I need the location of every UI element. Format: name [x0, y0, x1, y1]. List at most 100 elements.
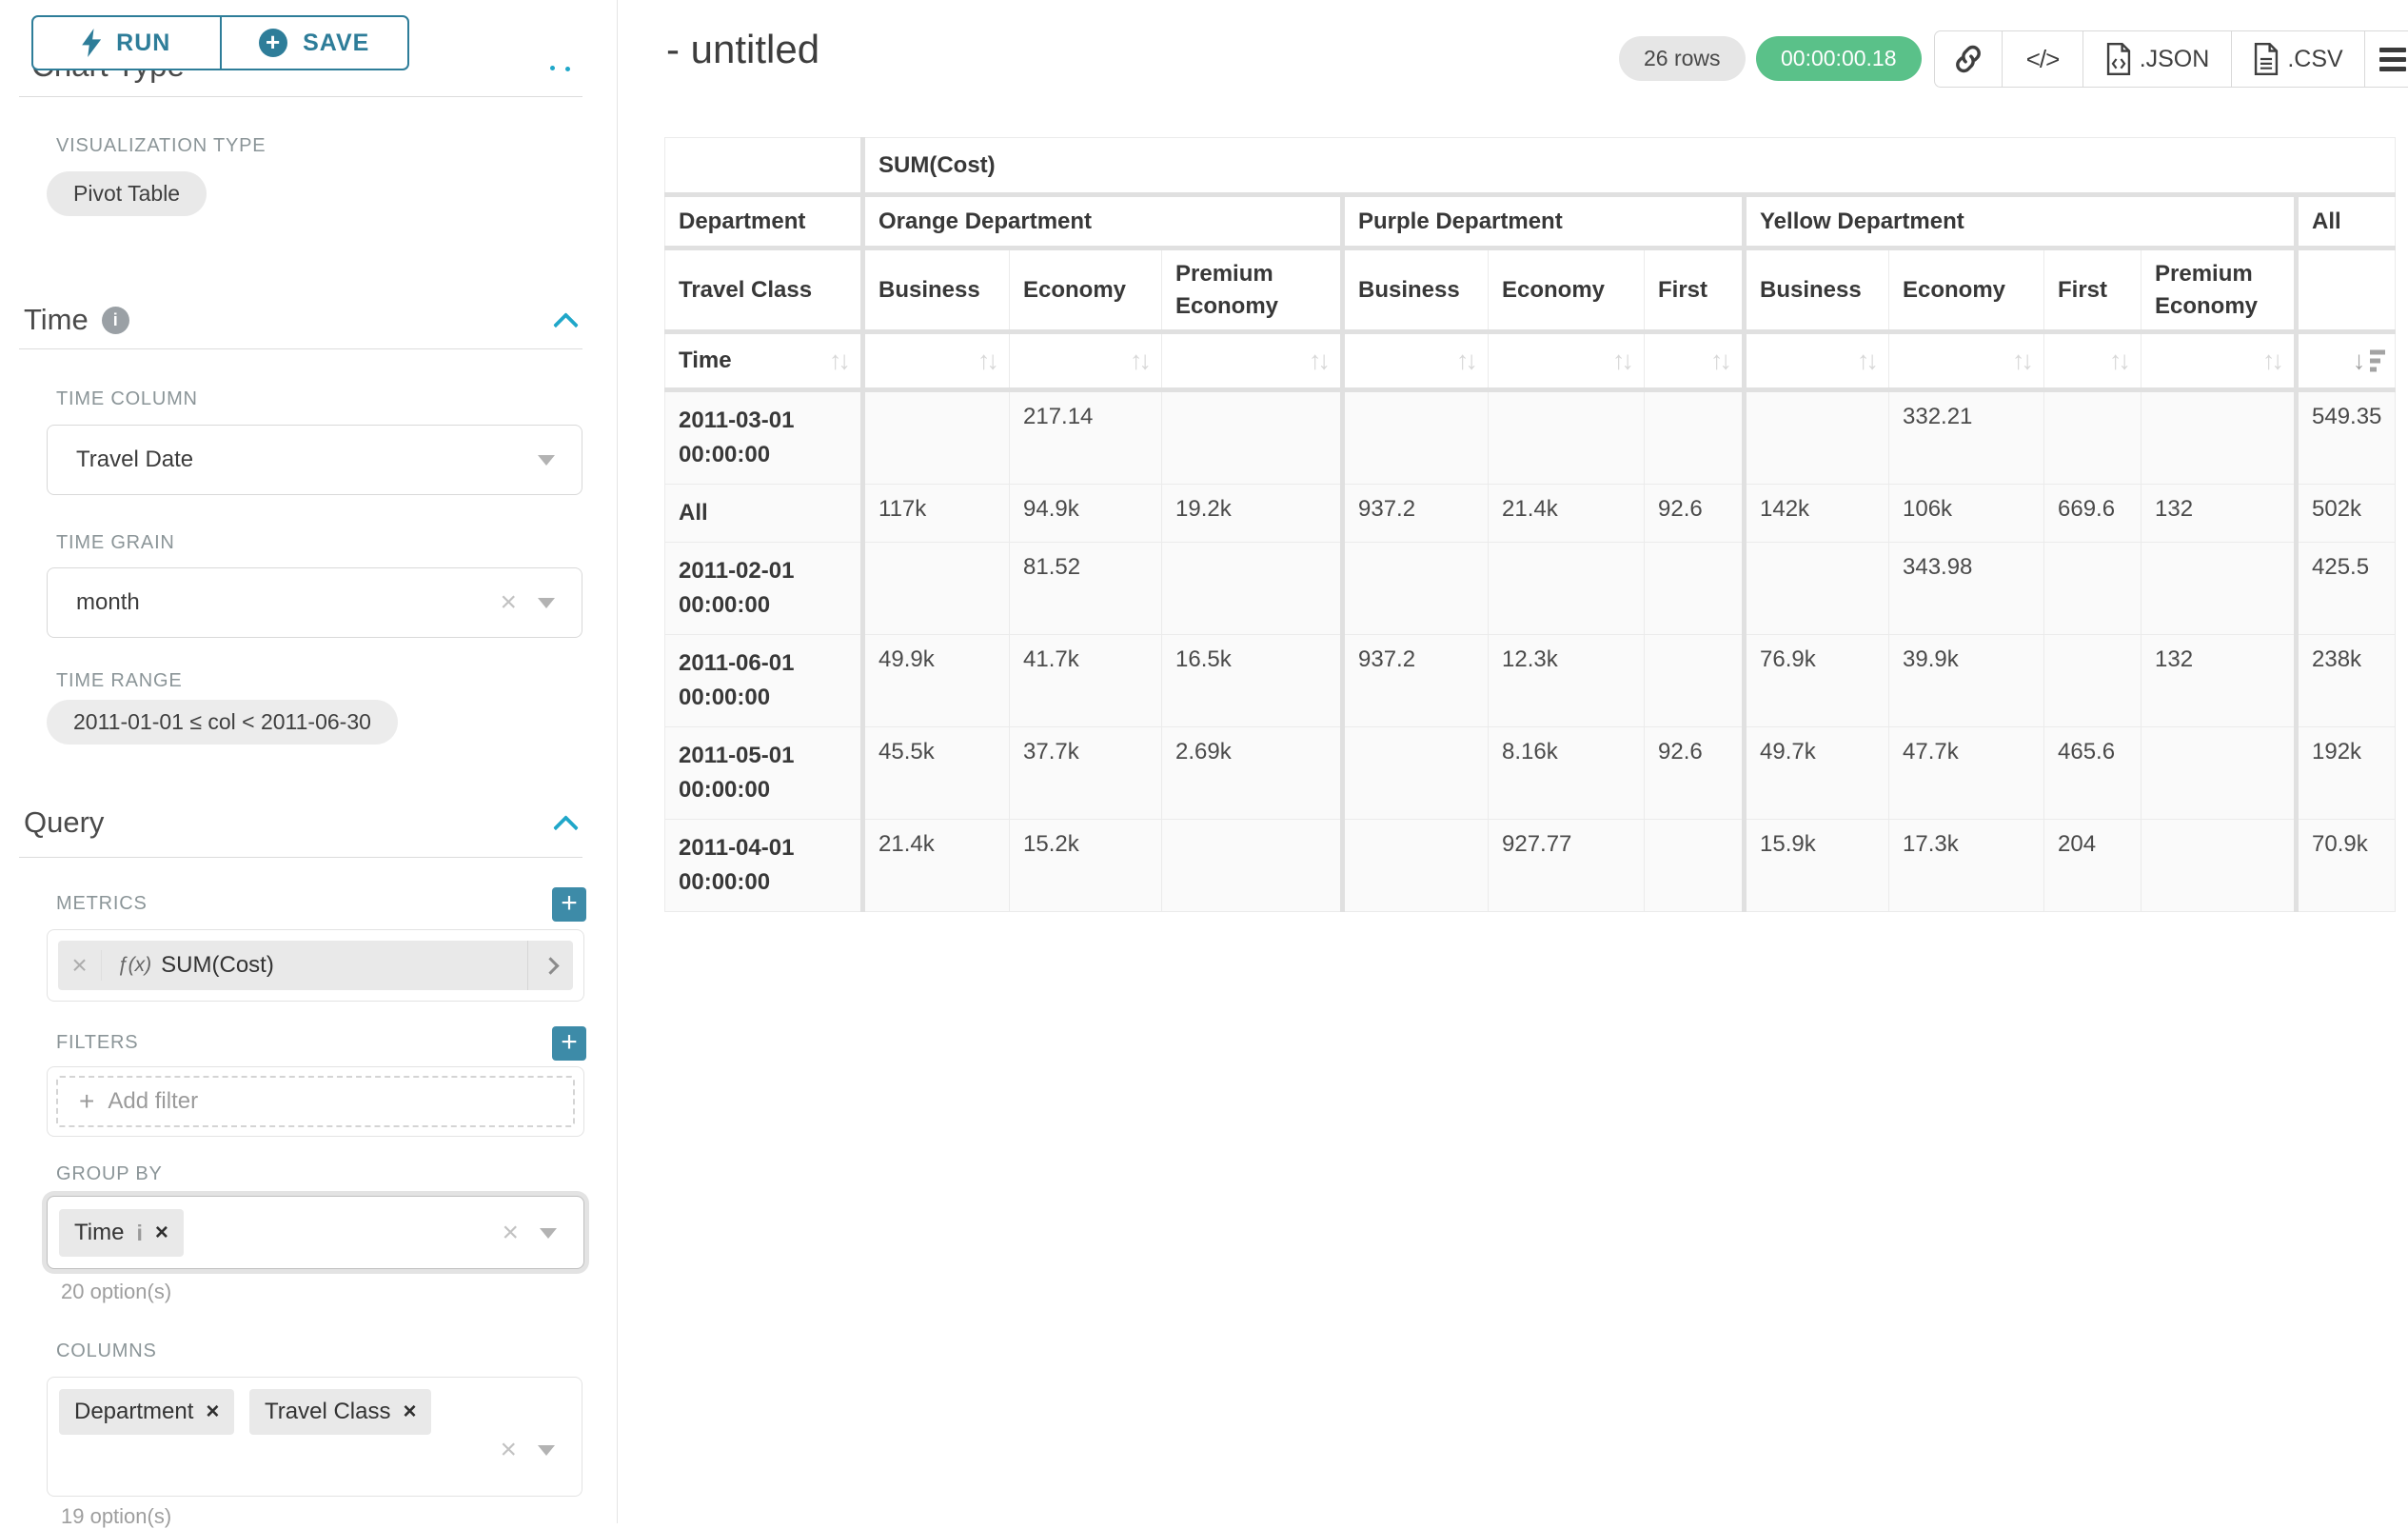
pivot-value-cell: 92.6	[1644, 726, 1745, 820]
metric-name: SUM(Cost)	[161, 952, 274, 978]
sort-icon[interactable]: ↑ ↓	[2109, 346, 2131, 375]
pivot-value-cell	[1340, 819, 1489, 912]
add-filter-button[interactable]: Add filter	[56, 1076, 575, 1127]
group-by-tag[interactable]: Time	[59, 1209, 184, 1257]
visualization-type-label: VISUALIZATION TYPE	[56, 135, 266, 156]
chevron-up-icon[interactable]	[553, 312, 579, 338]
pivot-value-cell: 937.2	[1340, 484, 1489, 543]
function-icon: ƒ(x)	[117, 954, 152, 976]
pivot-value-cell: 117k	[860, 484, 1010, 543]
pivot-value-cell: 217.14	[1009, 389, 1162, 485]
chevron-down-icon[interactable]	[538, 1445, 555, 1456]
group-by-select[interactable]: Time	[47, 1196, 584, 1269]
pivot-class-header: Economy	[1009, 248, 1162, 334]
chart-title[interactable]: - untitled	[666, 27, 820, 71]
chevron-up-icon[interactable]	[553, 815, 579, 841]
clear-icon[interactable]	[500, 588, 517, 617]
columns-tag[interactable]: Travel Class	[249, 1389, 432, 1435]
columns-options-hint: 19 option(s)	[61, 1504, 172, 1528]
more-options-button[interactable]	[2364, 31, 2408, 87]
view-query-button[interactable]: </>	[2002, 31, 2082, 87]
chevron-down-icon[interactable]	[538, 598, 555, 608]
pivot-value-cell: 132	[2141, 484, 2297, 543]
pivot-value-cell	[2043, 634, 2142, 727]
metric-label: ƒ(x) SUM(Cost)	[102, 952, 527, 979]
collapse-chevron-partial-icon	[565, 67, 570, 71]
sort-desc-icon[interactable]: ↓	[2353, 348, 2386, 374]
remove-tag-icon[interactable]	[155, 1221, 168, 1244]
query-section-title: Query	[24, 805, 105, 839]
remove-metric-icon[interactable]	[58, 950, 102, 981]
pivot-value-cell: 927.77	[1488, 819, 1645, 912]
pivot-value-cell: 37.7k	[1009, 726, 1162, 820]
time-section-title: Time	[24, 303, 89, 336]
metric-item[interactable]: ƒ(x) SUM(Cost)	[58, 941, 573, 990]
pivot-value-cell	[2141, 819, 2297, 912]
pivot-value-cell: 47.7k	[1888, 726, 2044, 820]
query-section-header: Query	[24, 805, 104, 840]
collapse-chevron-partial-icon	[550, 66, 555, 70]
sort-icon[interactable]: ↑ ↓	[1130, 346, 1152, 375]
pivot-value-cell: 2.69k	[1161, 726, 1343, 820]
pivot-class-header: Economy	[1488, 248, 1645, 334]
pivot-value-cell: 549.35	[2293, 389, 2397, 485]
pivot-value-cell	[860, 542, 1010, 635]
time-grain-select[interactable]: month	[47, 567, 582, 638]
columns-select[interactable]: Department Travel Class	[47, 1377, 582, 1497]
pivot-value-cell: 41.7k	[1009, 634, 1162, 727]
pivot-table: SUM(Cost) Department Orange Department Purp…	[664, 137, 2397, 912]
time-row-label: Time	[679, 348, 732, 374]
pivot-sort-cell: ↑ ↓	[1888, 331, 2044, 392]
time-column-select[interactable]: Travel Date	[47, 425, 582, 495]
add-filter-plus-button[interactable]	[552, 1026, 586, 1061]
pivot-value-cell: 39.9k	[1888, 634, 2044, 727]
sort-icon[interactable]: ↑ ↓	[1857, 346, 1879, 375]
sort-icon[interactable]: ↑ ↓	[1710, 346, 1732, 375]
time-section-header: Time	[24, 303, 129, 337]
pivot-value-cell: 425.5	[2293, 542, 2397, 635]
export-csv-button[interactable]: .CSV	[2231, 31, 2364, 87]
sort-icon[interactable]: ↑ ↓	[1612, 346, 1634, 375]
pivot-row-label: 2011-05-01 00:00:00	[664, 726, 863, 820]
pivot-value-cell: 92.6	[1644, 484, 1745, 543]
export-json-button[interactable]: .JSON	[2082, 31, 2231, 87]
time-range-pill[interactable]: 2011-01-01 ≤ col < 2011-06-30	[47, 700, 398, 745]
pivot-sort-cell: ↑ ↓	[860, 331, 1010, 392]
sort-icon[interactable]: ↑ ↓	[977, 346, 999, 375]
run-button[interactable]: RUN	[33, 17, 220, 69]
remove-tag-icon[interactable]	[206, 1400, 219, 1423]
pivot-value-cell: 16.5k	[1161, 634, 1343, 727]
pivot-value-cell	[2141, 542, 2297, 635]
section-divider	[19, 96, 582, 97]
control-panel-sidebar: Chart Type RUN SAVE VISUALIZATION TYPE P…	[0, 0, 617, 1528]
pivot-value-cell	[1488, 389, 1645, 485]
pivot-value-cell: 45.5k	[860, 726, 1010, 820]
pivot-value-cell: 70.9k	[2293, 819, 2397, 912]
remove-tag-icon[interactable]	[403, 1400, 416, 1423]
sort-icon[interactable]: ↑ ↓	[1309, 346, 1331, 375]
sort-icon[interactable]: ↑ ↓	[2262, 346, 2284, 375]
chevron-down-icon[interactable]	[540, 1227, 557, 1239]
pivot-value-cell: 142k	[1742, 484, 1889, 543]
sort-icon[interactable]: ↑ ↓	[829, 346, 851, 375]
add-metric-button[interactable]	[552, 887, 586, 922]
sort-icon[interactable]: ↑ ↓	[1456, 346, 1478, 375]
pivot-class-header: First	[2043, 248, 2142, 334]
section-divider	[19, 857, 582, 858]
export-json-label: .JSON	[2139, 45, 2210, 72]
expand-metric-button[interactable]	[527, 941, 573, 990]
save-button[interactable]: SAVE	[219, 17, 408, 69]
clear-icon[interactable]	[502, 1219, 519, 1247]
sort-icon[interactable]: ↑ ↓	[2012, 346, 2034, 375]
clear-icon[interactable]	[500, 1436, 517, 1464]
visualization-type-pill[interactable]: Pivot Table	[47, 171, 207, 216]
pivot-value-cell	[1340, 726, 1489, 820]
chevron-down-icon[interactable]	[538, 455, 555, 466]
pivot-sort-cell: ↑ ↓	[1340, 331, 1489, 392]
pivot-time-header: Time ↑ ↓	[664, 331, 863, 392]
share-link-button[interactable]	[1935, 31, 2002, 87]
pivot-value-cell	[1644, 389, 1745, 485]
save-button-label: SAVE	[303, 29, 370, 56]
columns-tag[interactable]: Department	[59, 1389, 235, 1435]
pivot-value-cell	[1644, 819, 1745, 912]
